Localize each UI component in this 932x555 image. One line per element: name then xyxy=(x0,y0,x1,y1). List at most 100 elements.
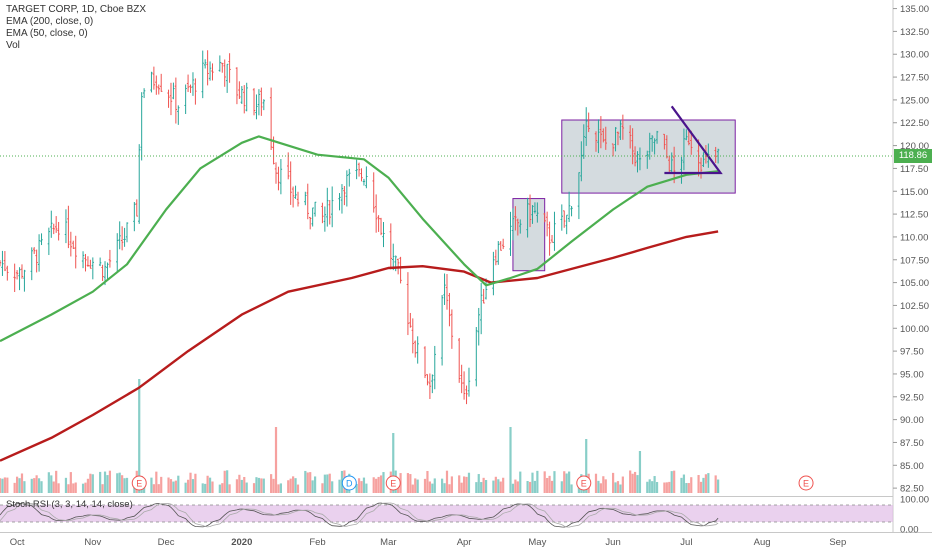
volume-bar xyxy=(177,475,180,493)
x-tick-label: Jul xyxy=(680,537,692,548)
volume-bar xyxy=(611,472,615,493)
volume-bar xyxy=(194,473,197,493)
volume-bar xyxy=(614,482,617,493)
volume-bar xyxy=(563,471,566,493)
volume-bar xyxy=(680,477,683,493)
volume-bar xyxy=(423,478,427,493)
legend-vol[interactable]: Vol xyxy=(6,40,20,51)
volume-bar xyxy=(655,482,659,493)
x-tick-label: May xyxy=(528,537,546,548)
volume-bar xyxy=(189,472,192,493)
volume-bar xyxy=(40,481,43,493)
legend-symbol[interactable]: TARGET CORP, 1D, Cboe BZX xyxy=(6,4,147,15)
volume-bar xyxy=(84,482,87,493)
volume-bar xyxy=(633,471,637,493)
volume-bar xyxy=(1,478,4,493)
legend-ema50[interactable]: EMA (50, close, 0) xyxy=(6,28,88,39)
volume-bar xyxy=(172,481,175,493)
volume-bar xyxy=(211,481,214,493)
volume-bar xyxy=(528,481,532,493)
volume-bar xyxy=(548,475,551,493)
volume-bar xyxy=(106,475,109,493)
volume-bar xyxy=(23,481,26,493)
volume-bar xyxy=(621,476,624,493)
volume-bar xyxy=(270,474,273,493)
volume-bar xyxy=(150,477,153,493)
last-price-badge: 118.86 xyxy=(894,148,932,163)
volume-bar xyxy=(465,476,468,493)
volume-bar xyxy=(184,482,187,493)
volume-bar xyxy=(292,476,295,493)
volume-bar xyxy=(585,439,588,493)
volume-bar xyxy=(191,479,195,493)
y-tick-label: 112.50 xyxy=(900,210,928,221)
x-tick-label: Dec xyxy=(158,537,175,548)
volume-bar xyxy=(406,473,410,493)
y-tick-label: 130.00 xyxy=(900,50,929,61)
y-tick-label: 105.00 xyxy=(900,278,929,289)
volume-bar xyxy=(257,477,261,493)
volume-bar xyxy=(103,471,107,493)
volume-bar xyxy=(516,481,519,493)
y-tick-label: 127.50 xyxy=(900,73,929,84)
volume-bar xyxy=(497,479,500,493)
volume-bar xyxy=(392,433,395,493)
legend-ema200[interactable]: EMA (200, close, 0) xyxy=(6,16,94,27)
volume-bar xyxy=(597,480,600,493)
volume-bar xyxy=(546,477,549,493)
volume-bar xyxy=(33,478,36,493)
volume-bar xyxy=(0,478,2,493)
volume-bar xyxy=(568,471,571,493)
volume-bar xyxy=(704,474,708,493)
y-tick-label: 97.50 xyxy=(900,347,924,358)
volume-bar xyxy=(311,480,314,493)
volume-bar xyxy=(157,484,160,493)
volume-bar xyxy=(279,483,282,493)
volume-bar xyxy=(707,473,710,493)
volume-bar xyxy=(450,476,453,493)
y-tick-label: 110.00 xyxy=(900,232,928,243)
volume-bar xyxy=(690,477,693,493)
volume-bar xyxy=(50,475,53,493)
volume-bar xyxy=(670,471,673,493)
volume-bar xyxy=(443,483,446,493)
volume-bar xyxy=(533,480,537,493)
volume-bar xyxy=(599,483,602,493)
volume-bar xyxy=(673,470,676,493)
volume-bar xyxy=(531,472,534,493)
earnings-marker-label: E xyxy=(390,479,396,489)
volume-bar xyxy=(543,471,546,493)
ema200-line xyxy=(0,230,719,462)
x-tick-label: Oct xyxy=(10,537,25,548)
volume-bar xyxy=(204,483,207,493)
volume-bar xyxy=(67,484,70,493)
volume-bar xyxy=(499,481,502,493)
volume-bar xyxy=(118,472,121,493)
y-tick-label: 102.50 xyxy=(900,301,929,312)
x-tick-label: Apr xyxy=(457,537,472,548)
volume-bar xyxy=(138,379,141,493)
stoch-tick-label: 0.00 xyxy=(900,525,919,536)
x-tick-label: Sep xyxy=(829,537,846,548)
legend-stoch[interactable]: Stoch RSI (3, 3, 14, 14, close) xyxy=(6,499,133,510)
volume-bar xyxy=(274,427,278,493)
volume-bar xyxy=(553,471,556,493)
volume-bar xyxy=(509,427,512,493)
volume-bar xyxy=(699,481,703,493)
volume-bar xyxy=(309,472,312,493)
volume-bar xyxy=(631,473,634,493)
volume-bar xyxy=(169,479,173,493)
volume-bar xyxy=(123,478,126,493)
volume-bar xyxy=(277,484,280,493)
volume-bar xyxy=(467,472,471,493)
volume-bar xyxy=(174,480,177,493)
volume-bar xyxy=(238,474,241,493)
volume-bar xyxy=(619,484,622,493)
volume-bar xyxy=(668,481,671,493)
y-tick-label: 82.50 xyxy=(900,484,924,495)
volume-bar xyxy=(208,477,212,493)
x-tick-label: Aug xyxy=(754,537,771,548)
volume-bar xyxy=(18,478,21,493)
